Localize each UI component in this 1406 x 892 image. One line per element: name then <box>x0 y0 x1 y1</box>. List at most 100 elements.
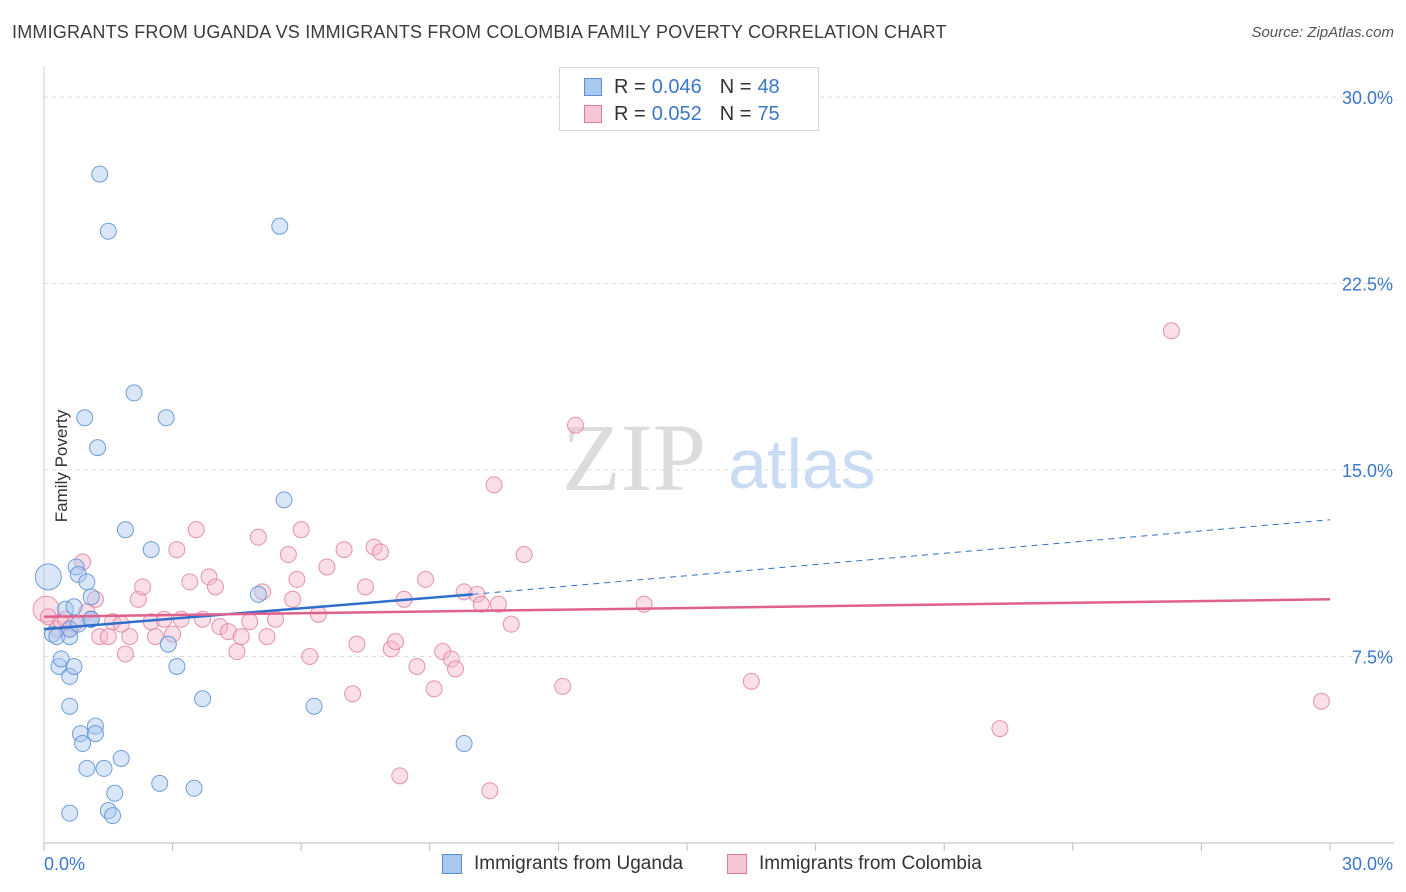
data-point-colombia <box>168 541 186 559</box>
y-tick-label: 15.0% <box>1342 461 1393 481</box>
data-point-uganda <box>89 439 107 457</box>
data-point-uganda <box>159 635 177 653</box>
data-point-colombia <box>742 672 760 690</box>
data-point-colombia <box>228 643 246 661</box>
data-point-uganda <box>61 697 79 715</box>
legend-r-label: R = <box>614 102 646 125</box>
data-point-uganda <box>82 588 100 606</box>
data-point-colombia <box>417 570 435 588</box>
bottom-legend-swatch-colombia <box>727 854 747 874</box>
source-label: Source: ZipAtlas.com <box>1251 24 1394 41</box>
data-point-colombia <box>219 623 237 641</box>
series-colombia <box>32 322 1330 800</box>
data-point-uganda <box>305 697 323 715</box>
data-point-uganda <box>91 165 109 183</box>
data-point-colombia <box>344 685 362 703</box>
data-point-uganda <box>61 667 79 685</box>
data-point-colombia <box>442 650 460 668</box>
data-point-uganda <box>34 563 62 591</box>
tick-labels: 7.5% 15.0% 22.5% 30.0% 0.0% 30.0% <box>44 88 1393 874</box>
data-point-colombia <box>489 595 507 613</box>
data-point-colombia <box>391 767 409 785</box>
data-point-uganda <box>116 521 134 539</box>
legend-r-value-uganda: 0.046 <box>651 75 702 98</box>
data-point-colombia <box>567 416 585 434</box>
data-point-uganda <box>142 541 160 559</box>
data-point-colombia <box>502 615 520 633</box>
data-point-uganda <box>271 217 289 235</box>
trend-line-uganda-projection <box>472 519 1331 595</box>
data-point-colombia <box>301 648 319 665</box>
series-uganda <box>34 165 473 825</box>
data-point-colombia <box>335 541 353 559</box>
legend-n-value-uganda: 48 <box>757 75 780 98</box>
data-point-uganda <box>78 573 96 591</box>
legend: R = 0.046 N = 48 R = 0.052 N = 75 <box>559 67 819 131</box>
data-point-colombia <box>232 628 250 646</box>
data-point-uganda <box>71 725 89 743</box>
trend-lines <box>43 519 1331 631</box>
data-point-colombia <box>318 558 336 576</box>
data-point-colombia <box>991 720 1009 738</box>
legend-n-label: N = <box>719 75 752 98</box>
data-point-colombia <box>1312 692 1330 710</box>
legend-row-uganda: R = 0.046 N = 48 <box>584 74 780 100</box>
legend-n-value-colombia: 75 <box>757 102 780 125</box>
data-point-uganda <box>61 620 79 638</box>
data-point-colombia <box>99 628 117 646</box>
data-point-colombia <box>200 568 218 586</box>
data-point-uganda <box>69 565 87 583</box>
legend-swatch-colombia <box>584 105 602 123</box>
data-point-uganda <box>112 749 130 767</box>
data-point-colombia <box>164 625 182 643</box>
data-point-uganda <box>151 774 169 792</box>
x-tick-label: 30.0% <box>1342 854 1393 874</box>
data-point-colombia <box>387 633 405 651</box>
data-point-colombia <box>292 521 310 539</box>
data-point-colombia <box>116 645 134 663</box>
data-point-uganda <box>125 384 143 402</box>
data-point-colombia <box>241 613 259 631</box>
data-point-uganda <box>76 409 94 427</box>
y-tick-label: 30.0% <box>1342 88 1393 108</box>
data-point-colombia <box>408 657 426 675</box>
data-point-colombia <box>249 528 267 546</box>
legend-swatch-uganda <box>584 78 602 96</box>
data-point-uganda <box>168 657 186 675</box>
data-point-uganda <box>52 650 70 668</box>
bottom-legend-label-uganda: Immigrants from Uganda <box>474 853 684 874</box>
data-point-uganda <box>106 784 124 802</box>
data-point-colombia <box>1162 322 1180 340</box>
data-point-colombia <box>372 543 390 561</box>
data-point-uganda <box>99 222 117 240</box>
data-point-colombia <box>279 546 297 564</box>
data-point-uganda <box>61 804 79 822</box>
bottom-legend-label-colombia: Immigrants from Colombia <box>759 853 982 874</box>
data-point-colombia <box>206 578 224 596</box>
data-point-uganda <box>65 657 83 675</box>
data-point-uganda <box>455 735 473 753</box>
data-point-uganda <box>185 779 203 797</box>
x-tick-label: 0.0% <box>44 854 85 874</box>
data-point-colombia <box>554 677 572 695</box>
y-tick-label: 7.5% <box>1352 648 1393 668</box>
data-point-colombia <box>472 595 490 613</box>
data-point-colombia <box>258 628 276 646</box>
legend-row-colombia: R = 0.052 N = 75 <box>584 101 780 127</box>
legend-r-label: R = <box>614 75 646 98</box>
data-point-uganda <box>95 759 113 777</box>
bottom-legend-colombia: Immigrants from Colombia <box>727 851 982 877</box>
bottom-legend-swatch-uganda <box>442 854 462 874</box>
data-point-colombia <box>485 476 503 494</box>
data-point-uganda <box>74 735 92 753</box>
data-point-uganda <box>194 690 212 708</box>
data-point-colombia <box>91 628 109 646</box>
data-point-uganda <box>275 491 293 509</box>
watermark-atlas: atlas <box>728 425 876 503</box>
data-point-uganda <box>157 409 175 427</box>
watermark-zip: ZIP <box>562 404 706 511</box>
data-point-colombia <box>134 578 152 596</box>
chart-title: IMMIGRANTS FROM UGANDA VS IMMIGRANTS FRO… <box>12 22 947 42</box>
data-point-uganda <box>65 598 83 616</box>
